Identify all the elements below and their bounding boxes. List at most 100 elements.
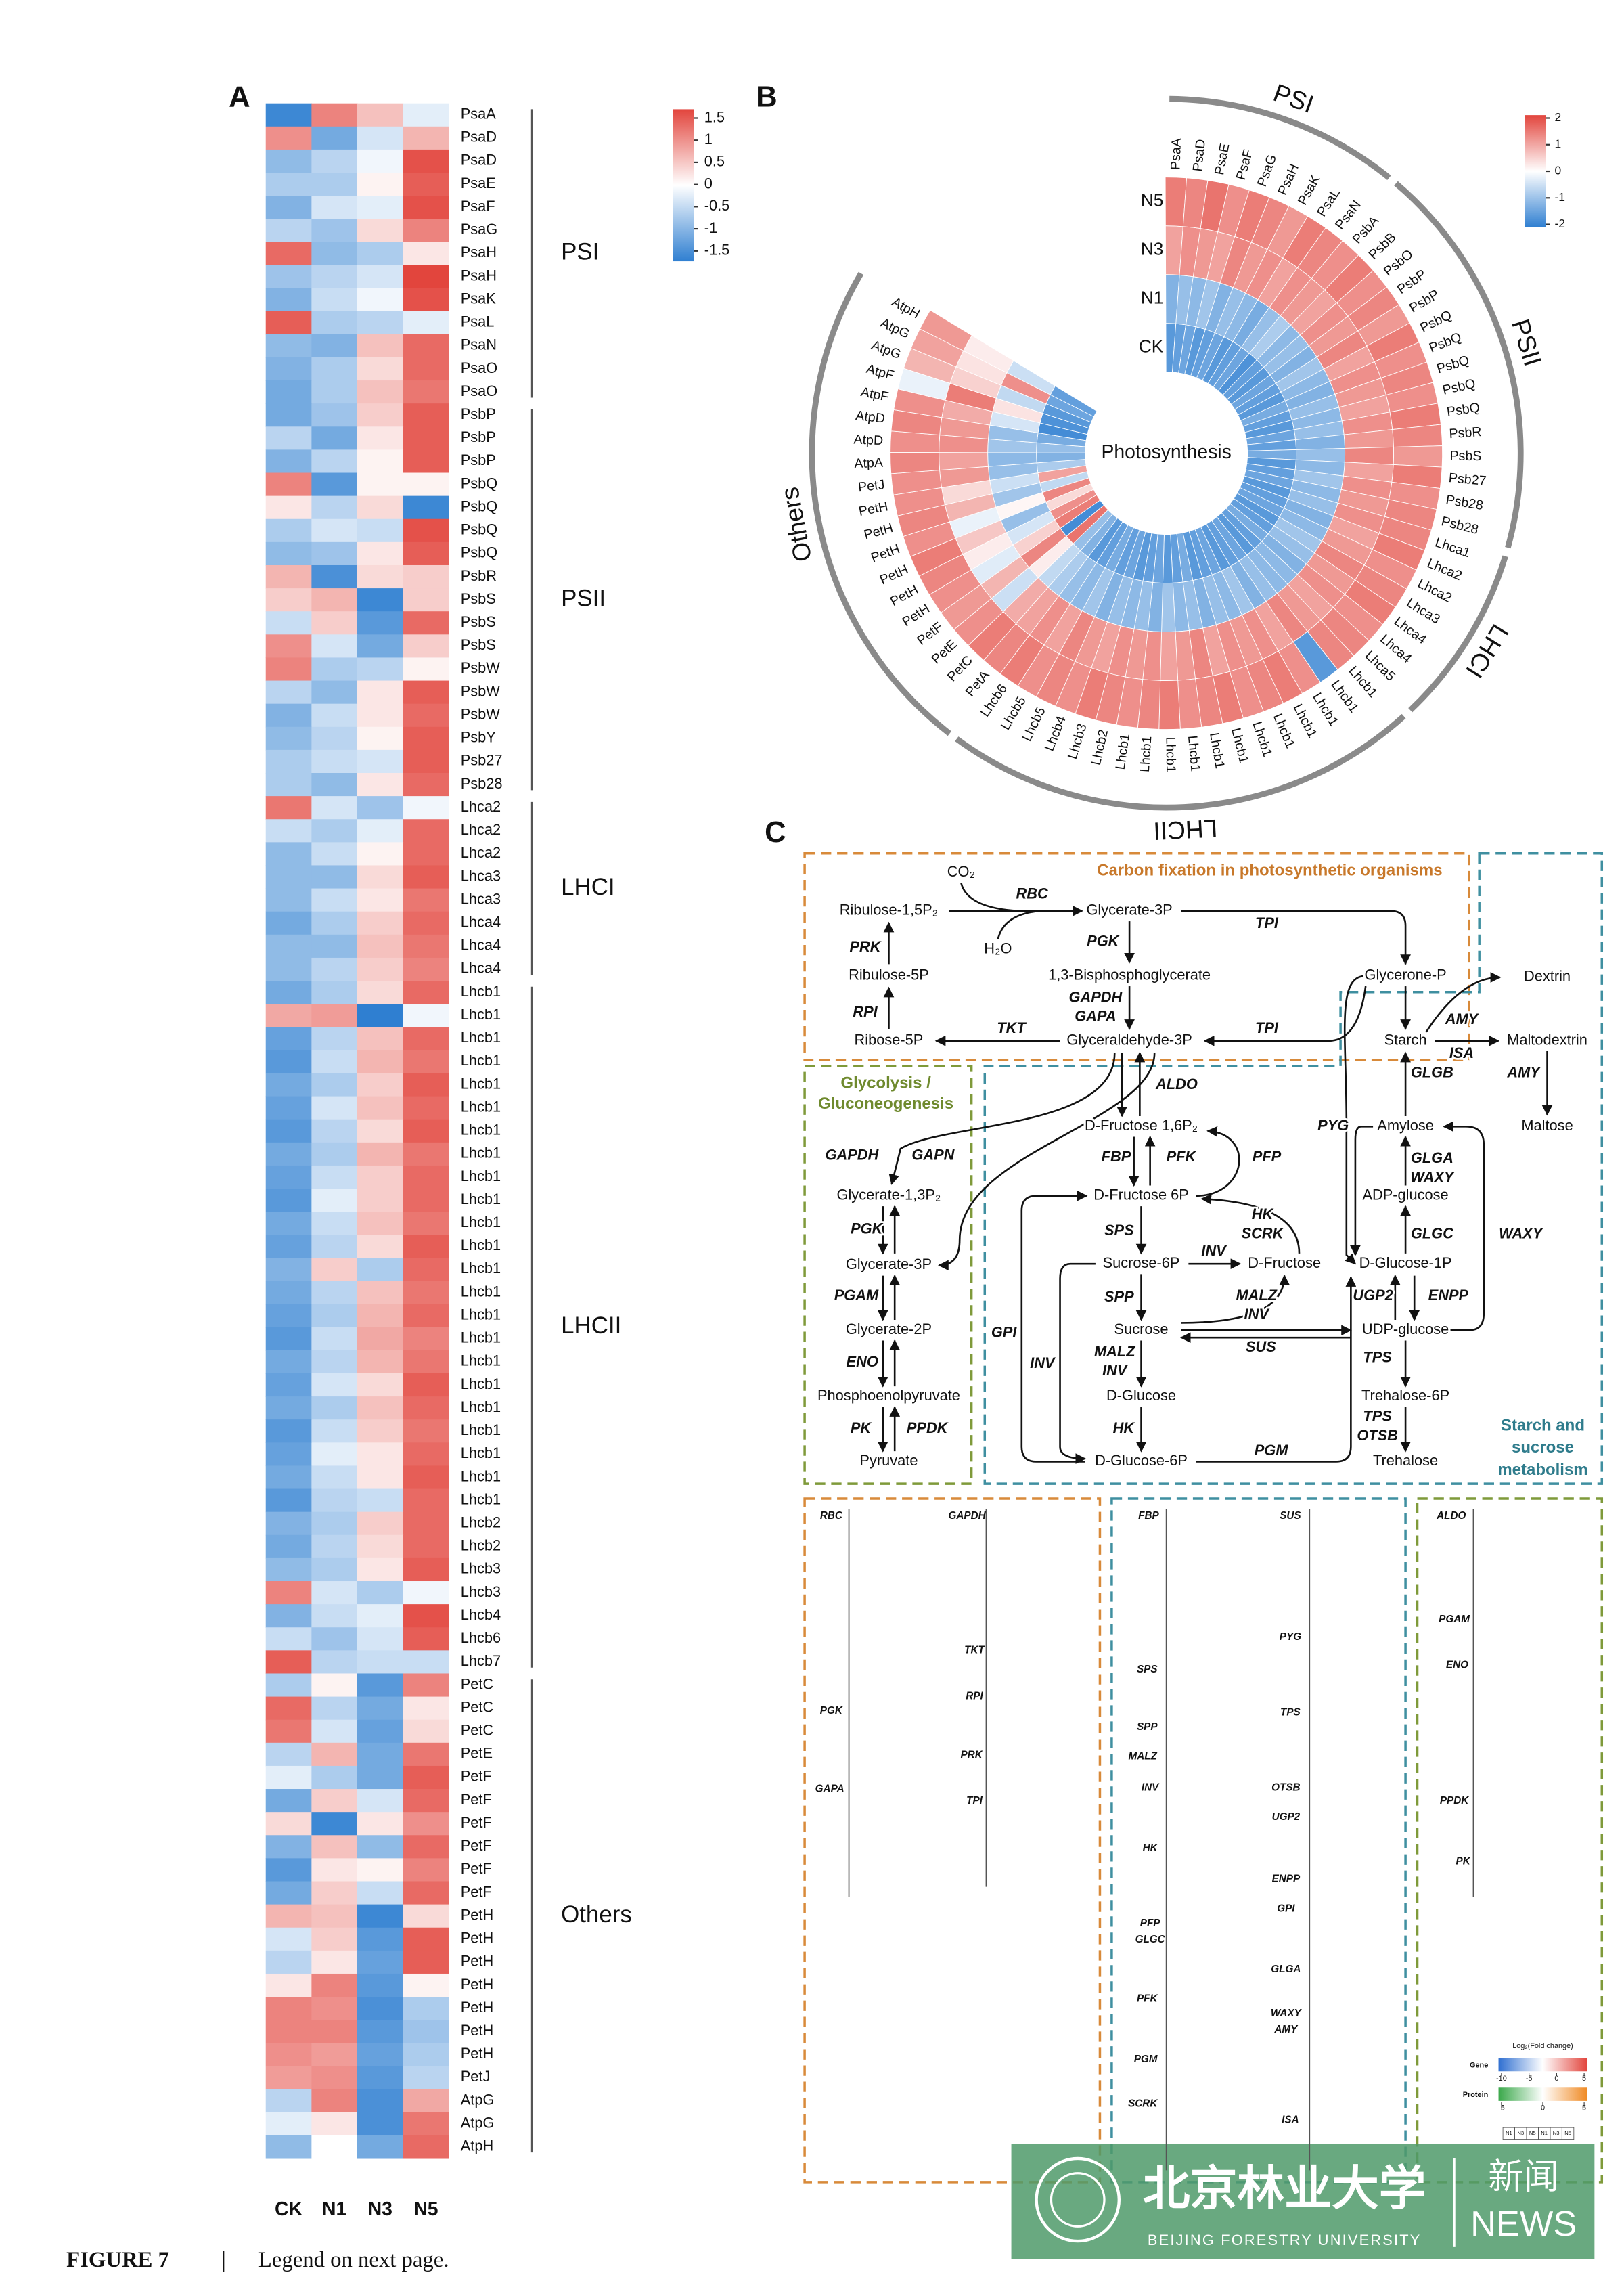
heatmap-cell: [403, 495, 449, 520]
enzyme: UGP2: [1353, 1287, 1393, 1304]
enzyme: PGAM: [834, 1287, 879, 1304]
heatmap-cell: [403, 796, 449, 820]
gene-label: Lhca1: [1433, 535, 1472, 561]
heatmap-cell: [311, 1396, 358, 1420]
heatmap-cell: [311, 773, 358, 797]
heatmap-cell: [311, 380, 358, 404]
heatmap-cell: [403, 1719, 449, 1744]
row-label: AtpG: [461, 2091, 495, 2108]
heatmap-cell: [311, 1189, 358, 1212]
heatmap-cell: [265, 819, 313, 843]
metabolite: H₂O: [984, 939, 1012, 956]
row-label: Lhcb1: [461, 1444, 501, 1461]
heatmap-cell: [311, 1004, 358, 1027]
group-arc: [809, 271, 952, 736]
heatmap-cell: [357, 1973, 404, 1997]
heatmap-cell: [311, 1789, 358, 1813]
row-label: PsaL: [461, 313, 495, 330]
arrow: [1443, 1121, 1485, 1331]
enzyme: TPS: [1363, 1348, 1392, 1365]
heatmap-cell: [357, 495, 404, 520]
mini-label: PGM: [1134, 2054, 1158, 2065]
heatmap-cell: [357, 1165, 404, 1189]
heatmap-cell: [265, 495, 313, 520]
mini-label: PRK: [961, 1750, 983, 1761]
panel-label: C: [765, 816, 786, 849]
heatmap-cell: [357, 426, 404, 451]
heatmap-cell: [311, 1858, 358, 1882]
heatmap-cell: [265, 1904, 313, 1928]
heatmap-cell: [265, 1719, 313, 1744]
enzyme: GLGB: [1411, 1064, 1453, 1081]
section-box: [1110, 1497, 1407, 2184]
heatmap-cell: [311, 1073, 358, 1097]
heatmap-cell: [357, 1119, 404, 1143]
heatmap-cell: [357, 1927, 404, 1951]
heatmap-cell: [311, 1212, 358, 1235]
heatmap-cell: [265, 1096, 313, 1120]
heatmap-cell: [403, 265, 449, 289]
colorbar-label: -1.5: [704, 242, 730, 259]
mini-label: GAPDH: [949, 1510, 987, 1522]
heatmap-cell: [403, 611, 449, 635]
heatmap-cell: [265, 1627, 313, 1652]
mini-label: MALZ: [1129, 1751, 1158, 1763]
gene-label: PetJ: [857, 477, 886, 495]
colorbar-label: 0: [704, 175, 713, 192]
heatmap-cell: [403, 819, 449, 843]
heatmap-cell: [357, 2043, 404, 2067]
mini-label: PYG: [1280, 1631, 1301, 1643]
ring-label: N5: [1141, 190, 1163, 211]
heatmap-cell: [357, 1581, 404, 1605]
heatmap-cell: [311, 1581, 358, 1605]
ring-cell: [1344, 447, 1395, 465]
heatmap-cell: [357, 1304, 404, 1328]
enzyme: FBP: [1102, 1148, 1131, 1165]
heatmap-cell: [311, 1973, 358, 1997]
heatmap-cell: [403, 1027, 449, 1051]
heatmap-cell: [311, 1327, 358, 1351]
mini-label: GLGC: [1135, 1934, 1166, 1945]
arrow: [938, 1053, 1156, 1271]
arrow: [1203, 986, 1367, 1046]
heatmap-cell: [403, 934, 449, 958]
row-label: PsbP: [461, 451, 496, 468]
row-label: Lhca2: [461, 798, 501, 815]
heatmap-cell: [265, 2112, 313, 2136]
heatmap-cell: [403, 1904, 449, 1928]
heatmap-cell: [311, 1304, 358, 1328]
heatmap-cell: [311, 1488, 358, 1513]
metabolite: Trehalose: [1373, 1452, 1438, 1469]
heatmap-cell: [357, 1812, 404, 1836]
row-label: Lhcb2: [461, 1537, 501, 1554]
heatmap-cell: [311, 1373, 358, 1397]
heatmap-cell: [311, 357, 358, 381]
heatmap-cell: [357, 1442, 404, 1467]
metabolite: Glycerate-1,3P₂: [837, 1187, 941, 1203]
section-box: [1416, 1497, 1604, 2184]
heatmap-cell: [265, 1789, 313, 1813]
colorbar-label: 1.5: [704, 108, 725, 125]
enzyme: GAPA: [1075, 1008, 1116, 1025]
heatmap-cell: [403, 1373, 449, 1397]
row-label: PsaE: [461, 175, 496, 192]
heatmap-cell: [311, 173, 358, 196]
group-label: PSI: [561, 239, 599, 265]
enzyme: TPI: [1255, 914, 1279, 931]
mini-label: TPS: [1280, 1706, 1301, 1718]
enzyme: PFP: [1253, 1148, 1282, 1165]
heatmap-cell: [357, 472, 404, 497]
row-label: PetF: [461, 1814, 492, 1831]
heatmap-cell: [311, 2135, 358, 2159]
heatmap-cell: [265, 1235, 313, 1259]
heatmap-cell: [403, 1812, 449, 1836]
gene-label: Lhcb1: [1137, 736, 1154, 773]
heatmap-cell: [403, 1004, 449, 1027]
enzyme: PRK: [850, 938, 882, 955]
row-label: PsbS: [461, 613, 496, 630]
heatmap-cell: [265, 1350, 313, 1374]
heatmap-cell: [403, 426, 449, 451]
mini-label: RPI: [966, 1690, 983, 1702]
section-box: [803, 1065, 973, 1485]
heatmap-cell: [265, 2135, 313, 2159]
